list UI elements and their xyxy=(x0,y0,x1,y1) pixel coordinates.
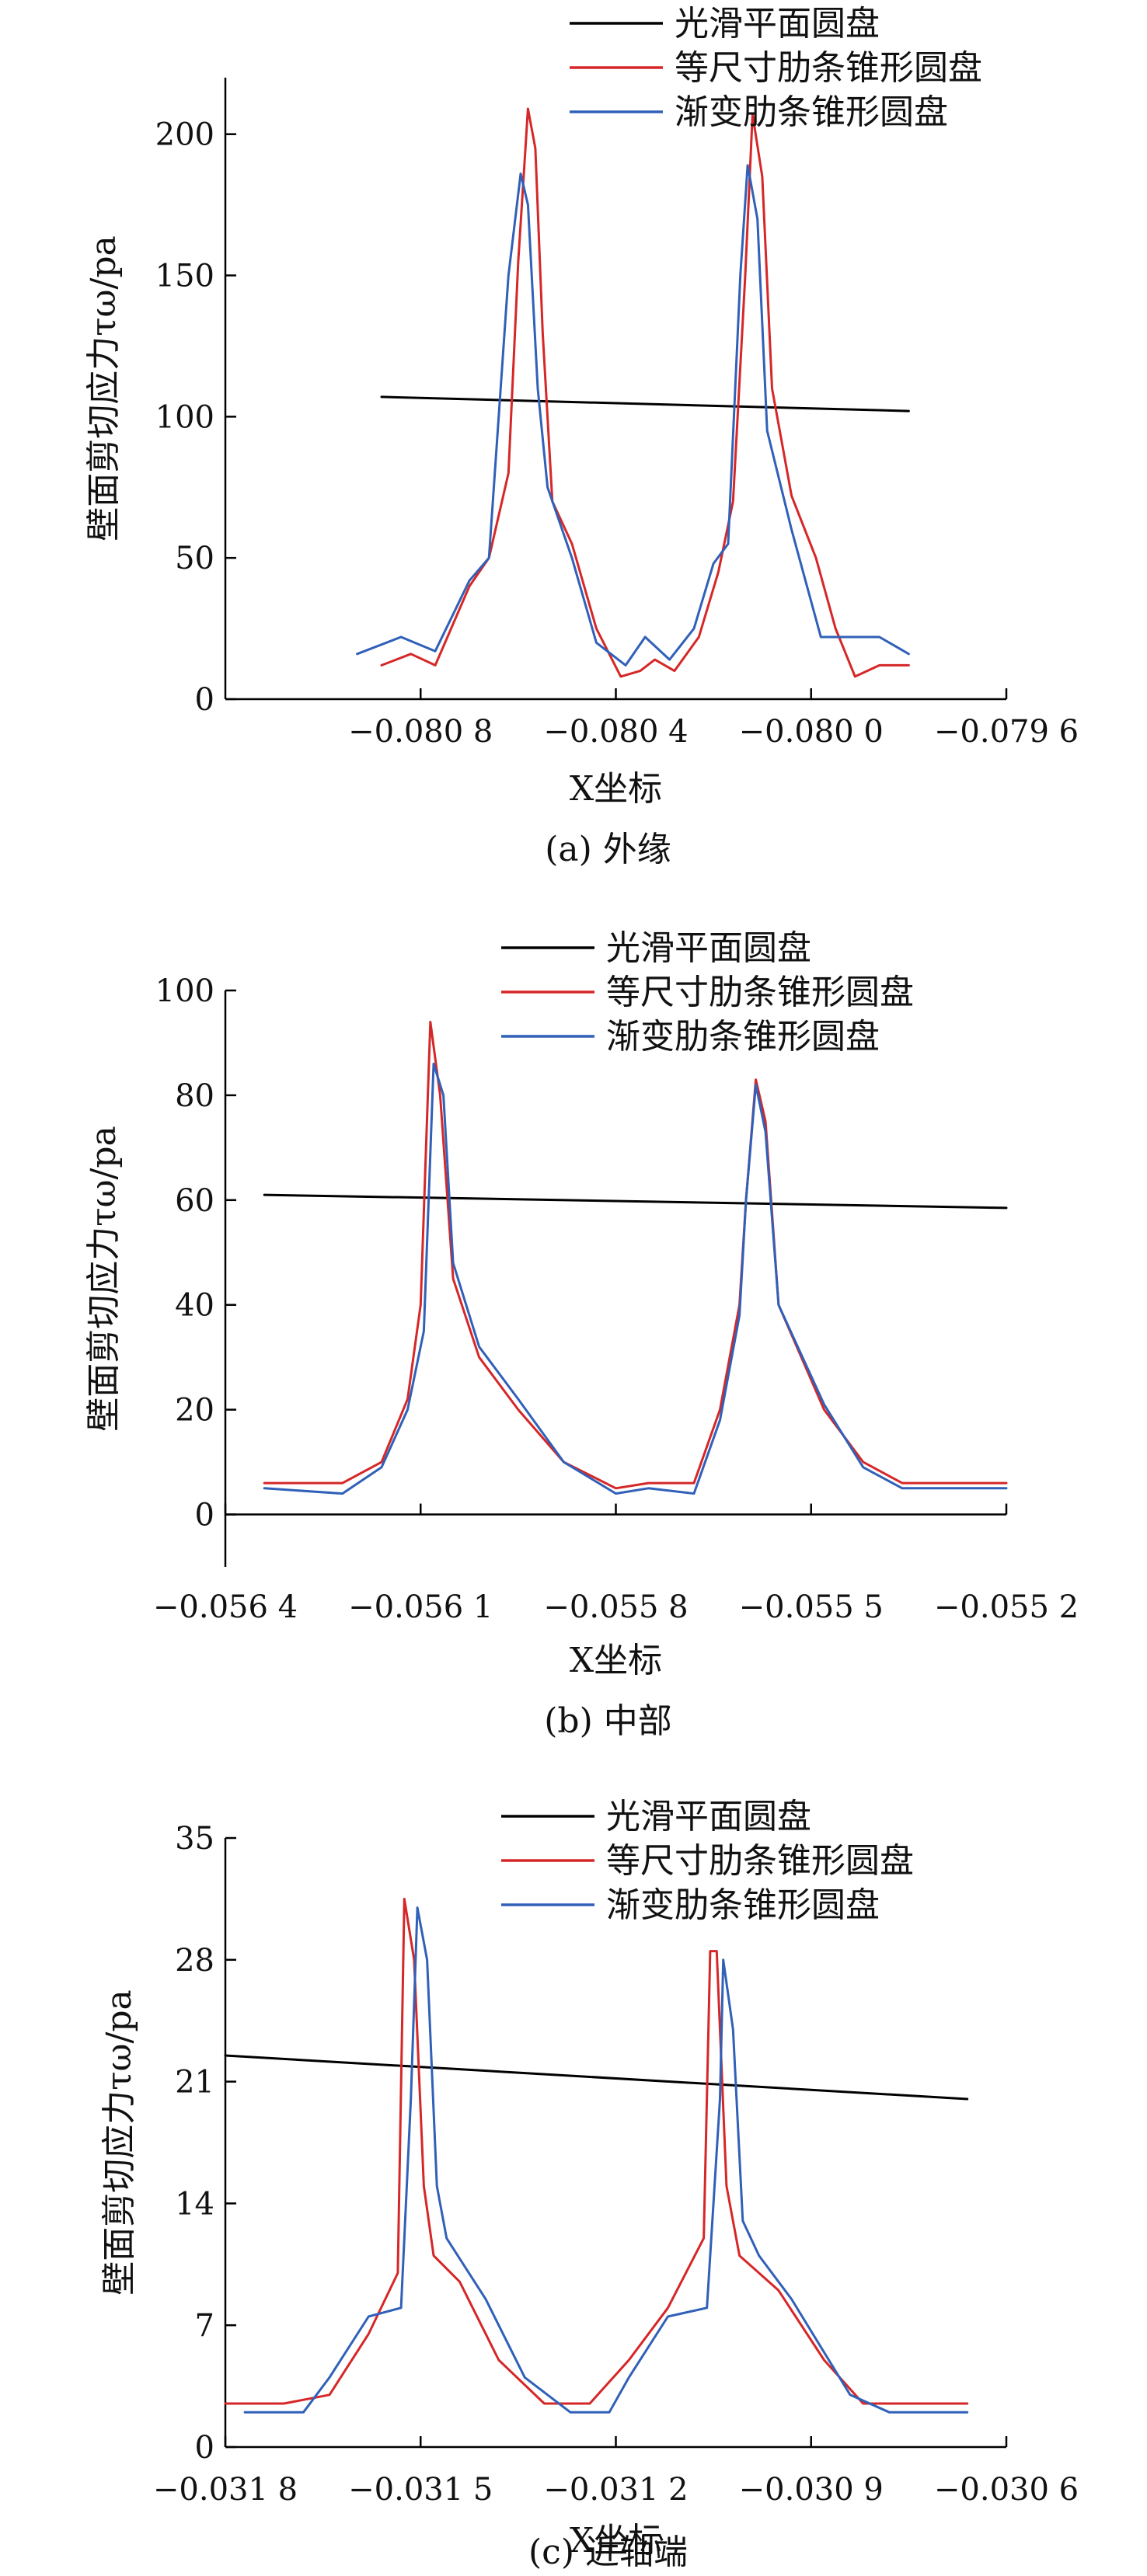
y-tick-label: 50 xyxy=(175,541,214,576)
y-axis-label: 壁面剪切应力τω/pa xyxy=(84,1126,124,1431)
x-tick-label: −0.055 5 xyxy=(739,1589,884,1625)
x-tick-label: −0.080 0 xyxy=(739,714,884,750)
x-tick-label: −0.055 2 xyxy=(934,1589,1079,1625)
legend-label: 等尺寸肋条锥形圆盘 xyxy=(606,973,914,1012)
y-tick-label: 0 xyxy=(195,682,214,718)
x-tick-label: −0.056 4 xyxy=(153,1589,298,1625)
y-tick-label: 40 xyxy=(175,1288,214,1324)
chart-panel: 0 20 40 60 80 100 −0.056 4 −0.056 1 −0.055 8 −0.0… xyxy=(84,928,1079,1741)
y-tick-label: 7 xyxy=(195,2308,214,2344)
y-tick-label: 100 xyxy=(155,399,214,435)
panel-caption: (a) 外缘 xyxy=(545,830,671,869)
y-tick-label: 80 xyxy=(175,1078,214,1114)
x-axis-label: X坐标 xyxy=(570,2521,662,2560)
chart-panel: 0 7 14 21 28 35 −0.031 8 −0.031 5 −0.031 2 −0.030… xyxy=(99,1797,1079,2572)
y-tick-label: 35 xyxy=(175,1821,214,1857)
y-tick-label: 200 xyxy=(155,117,214,153)
y-tick-label: 100 xyxy=(155,973,214,1009)
x-tick-label: −0.056 1 xyxy=(348,1589,493,1625)
y-tick-label: 150 xyxy=(155,259,214,294)
y-tick-label: 0 xyxy=(195,1498,214,1533)
legend-label: 等尺寸肋条锥形圆盘 xyxy=(606,1841,914,1881)
y-tick-label: 20 xyxy=(175,1393,214,1429)
series-line xyxy=(263,1021,1008,1490)
series-line xyxy=(380,395,910,413)
legend-label: 光滑平面圆盘 xyxy=(606,928,811,968)
y-tick-label: 14 xyxy=(175,2186,214,2222)
legend-label: 渐变肋条锥形圆盘 xyxy=(675,92,948,132)
chart-panel: 0 50 100 150 200 −0.080 8 −0.080 4 −0.080 0 −0.0… xyxy=(84,4,1079,869)
y-axis-label: 壁面剪切应力τω/pa xyxy=(84,235,124,541)
x-axis-label: X坐标 xyxy=(570,1641,662,1680)
x-tick-label: −0.030 6 xyxy=(934,2472,1079,2508)
series-line xyxy=(243,1906,969,2414)
legend-label: 光滑平面圆盘 xyxy=(675,4,880,44)
series-line xyxy=(356,164,910,667)
x-axis-label: X坐标 xyxy=(570,769,662,809)
series-line xyxy=(224,2054,969,2101)
legend-label: 等尺寸肋条锥形圆盘 xyxy=(675,48,982,88)
series-line xyxy=(263,1193,1008,1210)
panel-caption: (b) 中部 xyxy=(544,1701,671,1741)
y-tick-label: 60 xyxy=(175,1183,214,1219)
y-tick-label: 0 xyxy=(195,2430,214,2466)
legend-label: 光滑平面圆盘 xyxy=(606,1797,811,1836)
y-tick-label: 21 xyxy=(175,2065,214,2101)
y-axis-label: 壁面剪切应力τω/pa xyxy=(99,1989,139,2295)
legend-label: 渐变肋条锥形圆盘 xyxy=(606,1017,880,1057)
x-tick-label: −0.080 4 xyxy=(543,714,688,750)
panel-caption: (c) 近轴端 xyxy=(528,2532,688,2572)
x-tick-label: −0.031 8 xyxy=(153,2472,298,2508)
x-tick-label: −0.031 5 xyxy=(348,2472,493,2508)
x-tick-label: −0.079 6 xyxy=(934,714,1079,750)
x-tick-label: −0.080 8 xyxy=(348,714,493,750)
x-tick-label: −0.031 2 xyxy=(543,2472,688,2508)
x-tick-label: −0.055 8 xyxy=(543,1589,688,1625)
series-line xyxy=(263,1062,1008,1495)
series-line xyxy=(380,107,910,678)
legend-label: 渐变肋条锥形圆盘 xyxy=(606,1885,880,1925)
series-line xyxy=(224,1897,969,2405)
x-tick-label: −0.030 9 xyxy=(739,2472,884,2508)
y-tick-label: 28 xyxy=(175,1943,214,1979)
